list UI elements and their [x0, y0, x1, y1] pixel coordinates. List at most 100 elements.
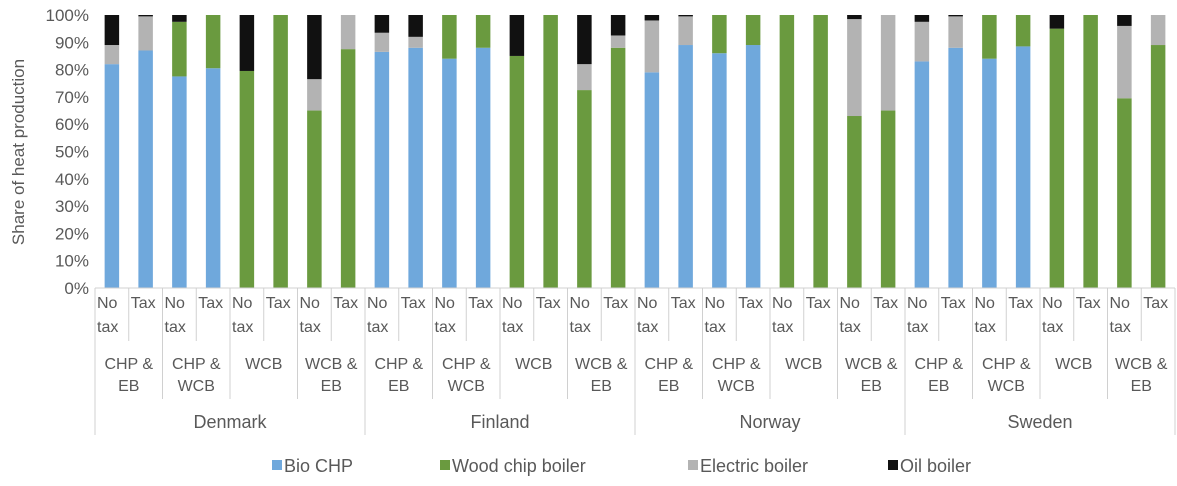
bar-segment-oil-boiler [172, 15, 187, 22]
tax-label: Tax [468, 295, 493, 312]
bar-segment-oil-boiler [408, 15, 423, 37]
country-label: Finland [470, 412, 529, 432]
bar-segment-wood-chip-boiler [1083, 15, 1098, 288]
bar-segment-electric-boiler [138, 16, 153, 51]
tax-label: Tax [873, 295, 898, 312]
tax-label: Tax [941, 295, 966, 312]
legend-swatch [688, 460, 698, 470]
scenario-label: WCB & EB [305, 356, 358, 395]
scenario-label: CHP & WCB [982, 356, 1031, 395]
bar-segment-oil-boiler [104, 15, 120, 46]
bar-segment-electric-boiler [408, 36, 423, 48]
bar-segment-wood-chip-boiler [205, 15, 221, 69]
bar-segment-bio-chp [1015, 46, 1031, 289]
x-axis: No tax Tax No tax Tax No tax Tax No tax Tax No t… [94, 287, 1176, 435]
tax-label: Tax [806, 295, 831, 312]
legend-label: Electric boiler [700, 456, 808, 476]
y-tick-label: 10% [55, 252, 89, 271]
scenario-label: CHP & EB [644, 356, 693, 395]
tax-label: No tax [705, 295, 730, 336]
bar-segment-electric-boiler [1150, 15, 1166, 46]
bar-segment-electric-boiler [104, 45, 120, 65]
legend-label: Oil boiler [900, 456, 971, 476]
bar-segment-oil-boiler [509, 15, 525, 56]
tax-label: Tax [131, 295, 156, 312]
tax-label: No tax [570, 295, 595, 336]
bars-layer [104, 15, 1166, 289]
tax-label: Tax [1143, 295, 1168, 312]
bar-segment-bio-chp [678, 45, 693, 288]
bar-segment-bio-chp [408, 47, 423, 289]
bar-segment-oil-boiler [577, 15, 592, 65]
tax-label: Tax [738, 295, 763, 312]
legend: Bio CHP Wood chip boiler Electric boiler Oi… [272, 456, 971, 476]
bar-segment-oil-boiler [847, 15, 862, 20]
bar-segment-bio-chp [205, 68, 221, 288]
bar-segment-oil-boiler [307, 15, 322, 80]
bar-segment-electric-boiler [374, 32, 390, 52]
y-tick-label: 0% [64, 279, 89, 298]
bar-segment-wood-chip-boiler [172, 21, 187, 77]
bar-segment-bio-chp [948, 47, 963, 289]
scenario-label: WCB [515, 356, 552, 373]
tax-label: No tax [975, 295, 1000, 336]
bar-segment-electric-boiler [1117, 25, 1132, 99]
bar-segment-wood-chip-boiler [610, 47, 626, 289]
bar-segment-wood-chip-boiler [880, 110, 896, 288]
y-tick-label: 70% [55, 88, 89, 107]
bar-segment-oil-boiler [1049, 15, 1065, 29]
tax-label: No tax [907, 295, 932, 336]
bar-segment-wood-chip-boiler [273, 15, 288, 288]
bar-segment-wood-chip-boiler [1117, 98, 1132, 289]
y-tick-label: 60% [55, 115, 89, 134]
bar-segment-bio-chp [712, 53, 727, 288]
tax-label: No tax [1042, 295, 1067, 336]
y-tick-label: 20% [55, 224, 89, 243]
bar-segment-bio-chp [475, 47, 491, 289]
bar-segment-oil-boiler [239, 15, 255, 71]
bar-segment-wood-chip-boiler [1049, 28, 1065, 289]
y-tick-label: 40% [55, 170, 89, 189]
bar-segment-wood-chip-boiler [307, 110, 322, 288]
tax-label: No tax [165, 295, 190, 336]
bar-segment-bio-chp [374, 51, 390, 288]
tax-label: No tax [435, 295, 460, 336]
legend-label: Bio CHP [284, 456, 353, 476]
bar-segment-oil-boiler [610, 15, 626, 36]
legend-swatch [272, 460, 282, 470]
scenario-label: WCB [245, 356, 282, 373]
scenario-label: CHP & WCB [442, 356, 491, 395]
y-axis-title: Share of heat production [9, 59, 28, 245]
country-label: Norway [739, 412, 800, 432]
bar-segment-wood-chip-boiler [475, 15, 491, 48]
tax-label: No tax [637, 295, 662, 336]
tax-label: Tax [401, 295, 426, 312]
bar-segment-electric-boiler [577, 64, 592, 91]
legend-swatch [888, 460, 898, 470]
tax-label: No tax [97, 295, 122, 336]
scenario-label: CHP & EB [374, 356, 423, 395]
tax-label: Tax [266, 295, 291, 312]
bar-segment-bio-chp [644, 72, 660, 288]
scenario-label: CHP & EB [914, 356, 963, 395]
tax-label: Tax [1076, 295, 1101, 312]
scenario-label: WCB & EB [845, 356, 898, 395]
bar-segment-wood-chip-boiler [745, 15, 761, 46]
bar-segment-wood-chip-boiler [847, 116, 862, 288]
bar-segment-oil-boiler [678, 15, 693, 17]
bar-segment-oil-boiler [1117, 15, 1132, 26]
country-label: Sweden [1007, 412, 1072, 432]
bar-segment-wood-chip-boiler [509, 55, 525, 289]
bar-segment-oil-boiler [138, 15, 153, 17]
scenario-label: CHP & EB [104, 356, 153, 395]
scenario-label: CHP & WCB [172, 356, 221, 395]
bar-segment-bio-chp [104, 64, 120, 288]
tax-label: No tax [232, 295, 257, 336]
y-tick-label: 90% [55, 33, 89, 52]
bar-segment-electric-boiler [880, 15, 896, 111]
y-tick-label: 50% [55, 143, 89, 162]
bar-segment-wood-chip-boiler [712, 15, 727, 54]
tax-label: Tax [671, 295, 696, 312]
bar-segment-wood-chip-boiler [779, 15, 795, 288]
y-tick-label: 100% [46, 6, 89, 25]
